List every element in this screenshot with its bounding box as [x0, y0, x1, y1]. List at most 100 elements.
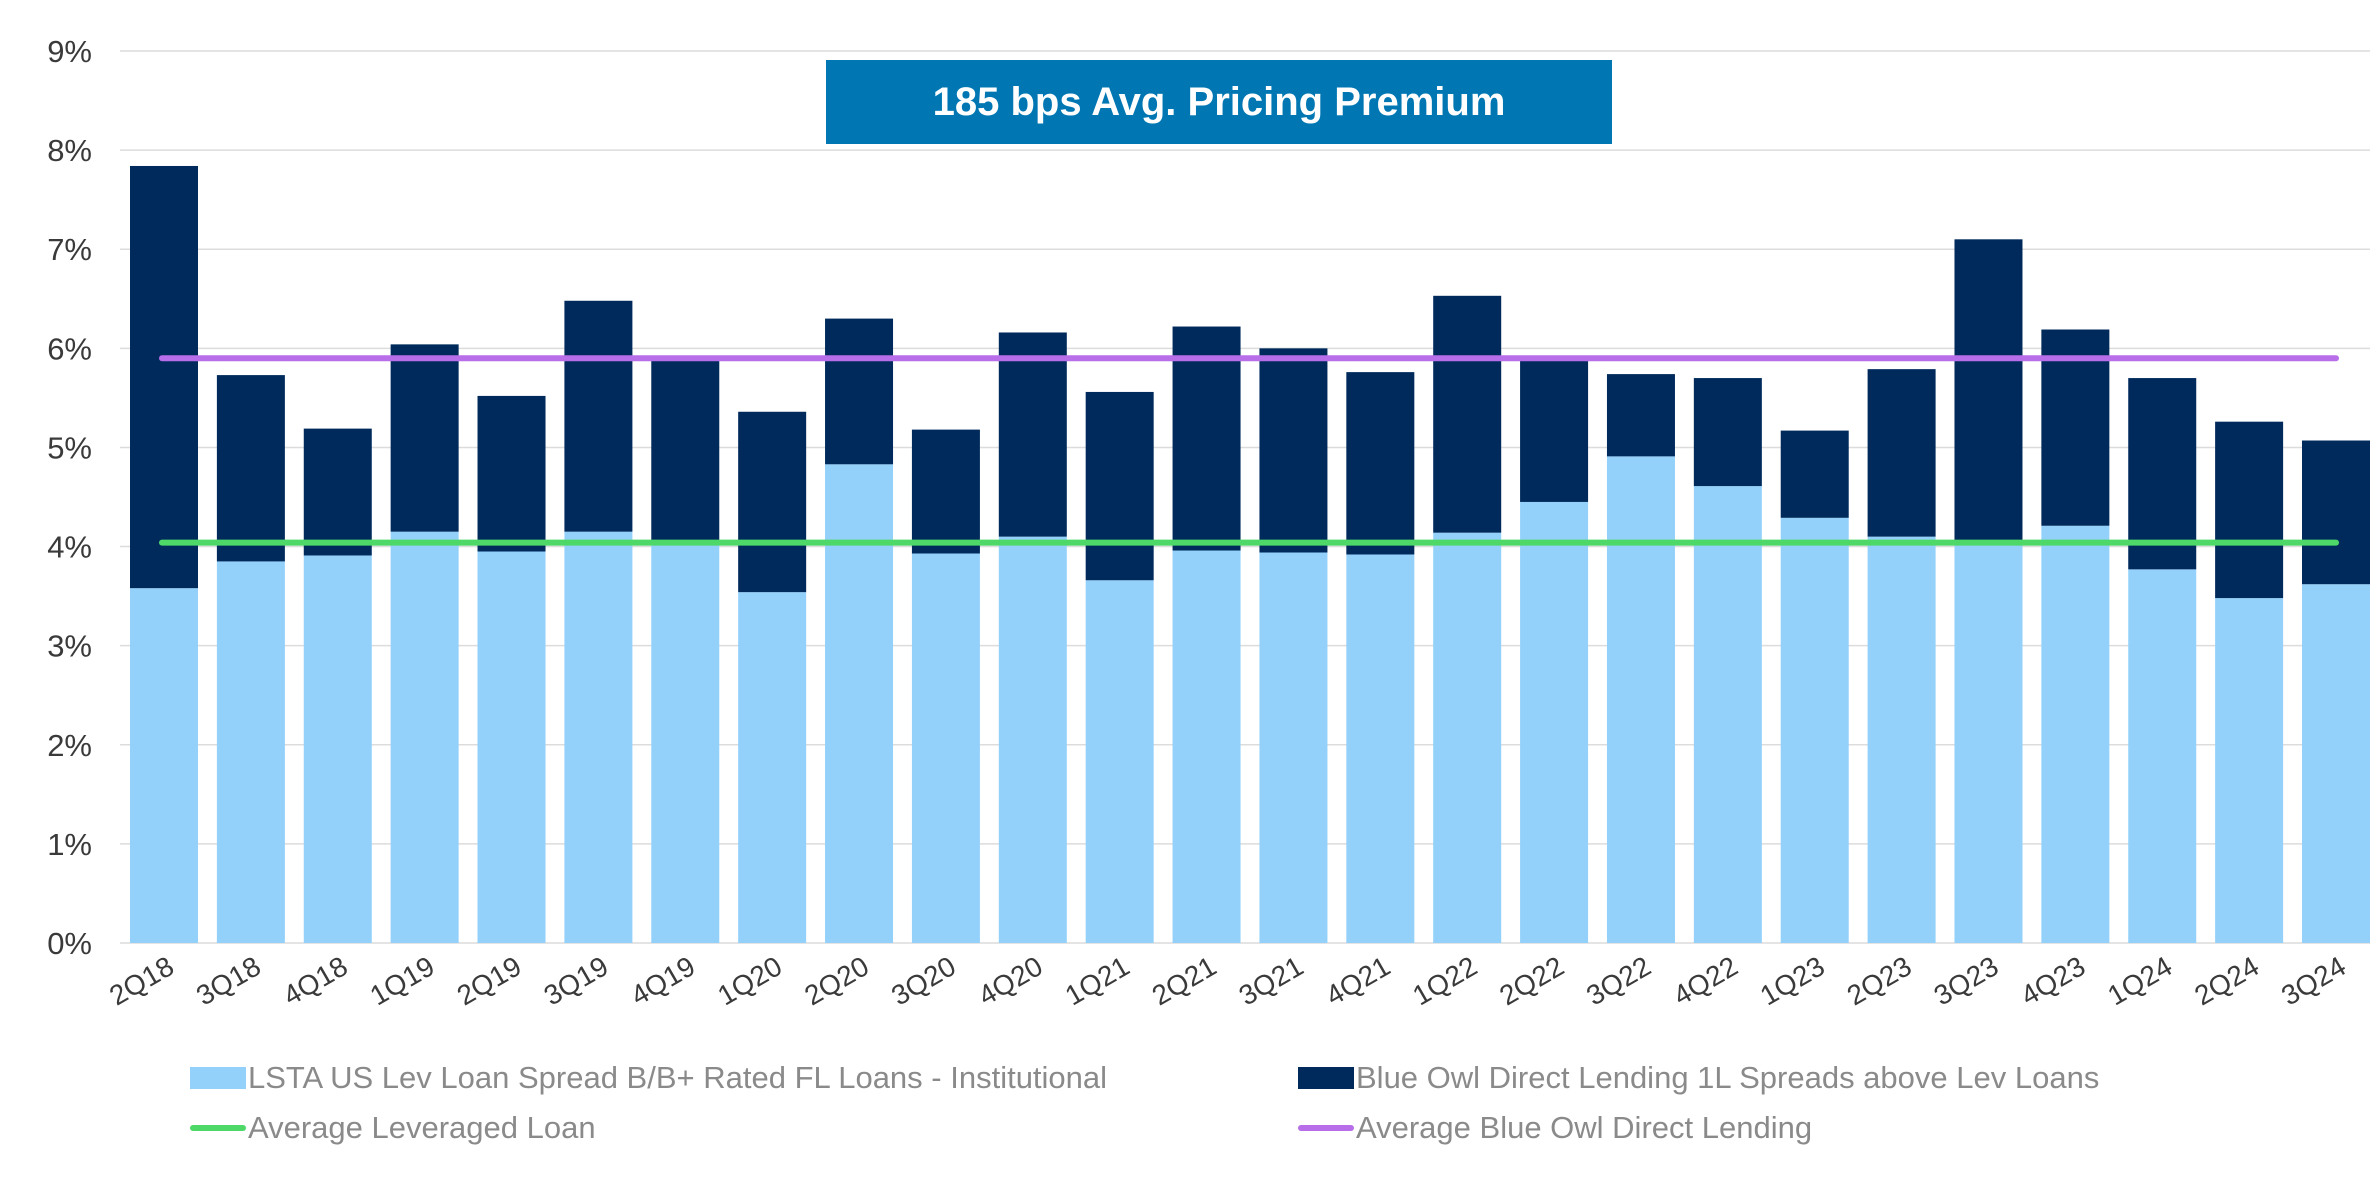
- bar-lsta-4q23: [2041, 525, 2110, 943]
- y-tick-label: 8%: [47, 133, 92, 168]
- bar-blue-owl-1q20: [738, 411, 807, 593]
- x-tick-label: 3Q21: [1234, 950, 1309, 1011]
- bar-blue-owl-1q21: [1085, 391, 1154, 581]
- bar-blue-owl-4q21: [1346, 372, 1415, 555]
- legend-item-avg-lev: Average Leveraged Loan: [190, 1110, 596, 1146]
- x-tick-label: 2Q18: [104, 950, 179, 1011]
- x-tick-label: 4Q21: [1320, 950, 1395, 1011]
- bar-lsta-3q24: [2302, 584, 2370, 943]
- bar-lsta-1q24: [2128, 569, 2197, 943]
- bar-blue-owl-3q23: [1954, 239, 2023, 542]
- x-tick-label: 3Q24: [2276, 950, 2351, 1011]
- y-tick-label: 9%: [47, 34, 92, 69]
- bar-lsta-2q19: [477, 551, 546, 943]
- bar-lsta-2q22: [1520, 501, 1589, 943]
- legend-item-lsta: LSTA US Lev Loan Spread B/B+ Rated FL Lo…: [190, 1060, 1107, 1096]
- bar-blue-owl-3q21: [1259, 348, 1328, 553]
- legend-label-lsta: LSTA US Lev Loan Spread B/B+ Rated FL Lo…: [248, 1060, 1108, 1095]
- bar-blue-owl-3q24: [2302, 440, 2370, 585]
- banner-text: 185 bps Avg. Pricing Premium: [932, 79, 1506, 124]
- bar-blue-owl-2q21: [1172, 326, 1241, 551]
- bar-blue-owl-2q20: [825, 318, 894, 465]
- bar-blue-owl-3q22: [1606, 374, 1675, 457]
- legend: LSTA US Lev Loan Spread B/B+ Rated FL Lo…: [190, 1060, 2340, 1170]
- x-tick-label: 1Q22: [1407, 950, 1482, 1011]
- bar-lsta-2q23: [1867, 536, 1936, 943]
- legend-swatch-avg-owl: [1298, 1125, 1354, 1131]
- x-tick-label: 3Q23: [1929, 950, 2004, 1011]
- x-tick-label: 1Q19: [365, 950, 440, 1011]
- bar-blue-owl-3q20: [911, 429, 980, 554]
- bar-lsta-1q20: [738, 592, 807, 943]
- average-lines: [159, 355, 2339, 546]
- y-tick-label: 7%: [47, 232, 92, 267]
- x-tick-label: 2Q23: [1842, 950, 1917, 1011]
- x-tick-label: 1Q23: [1755, 950, 1830, 1011]
- legend-swatch-avg-lev: [190, 1125, 246, 1131]
- bar-blue-owl-2q22: [1520, 359, 1589, 502]
- legend-item-avg-owl: Average Blue Owl Direct Lending: [1298, 1110, 1812, 1146]
- y-tick-label: 0%: [47, 926, 92, 961]
- bar-lsta-4q21: [1346, 554, 1415, 943]
- x-tick-label: 3Q22: [1581, 950, 1656, 1011]
- legend-label-avg-lev: Average Leveraged Loan: [248, 1110, 596, 1145]
- x-tick-label: 2Q20: [799, 950, 874, 1011]
- x-tick-label: 2Q21: [1147, 950, 1222, 1011]
- x-tick-label: 4Q20: [973, 950, 1048, 1011]
- bar-blue-owl-4q22: [1693, 378, 1762, 487]
- bar-lsta-1q21: [1085, 580, 1154, 943]
- bar-blue-owl-4q18: [303, 428, 372, 556]
- y-tick-label: 3%: [47, 629, 92, 664]
- bar-blue-owl-4q20: [998, 332, 1067, 537]
- y-tick-label: 2%: [47, 728, 92, 763]
- legend-swatch-blue-owl: [1298, 1067, 1354, 1089]
- bar-lsta-1q23: [1780, 517, 1849, 943]
- x-tick-label: 1Q21: [1060, 950, 1135, 1011]
- bar-lsta-3q20: [911, 553, 980, 943]
- bar-blue-owl-1q24: [2128, 378, 2197, 570]
- x-axis-ticks: 2Q18 3Q18 4Q18 1Q19 2Q19 3Q19 4Q19 1Q20 2Q20 3Q20…: [104, 950, 2351, 1011]
- bar-blue-owl-1q19: [390, 344, 459, 532]
- x-tick-label: 4Q22: [1668, 950, 1743, 1011]
- bar-lsta-2q20: [825, 464, 894, 943]
- x-tick-label: 4Q18: [278, 950, 353, 1011]
- bar-lsta-2q24: [2215, 598, 2284, 943]
- x-tick-label: 4Q23: [2016, 950, 2091, 1011]
- bar-lsta-3q22: [1606, 456, 1675, 943]
- bar-lsta-3q19: [564, 531, 633, 943]
- bar-lsta-4q18: [303, 555, 372, 943]
- bar-lsta-2q18: [130, 588, 198, 943]
- bar-lsta-1q19: [390, 531, 459, 943]
- y-axis-ticks: 0% 1% 2% 3% 4% 5% 6% 7% 8% 9%: [47, 34, 92, 961]
- bars: [130, 165, 2370, 943]
- legend-item-blue-owl: Blue Owl Direct Lending 1L Spreads above…: [1298, 1060, 2099, 1096]
- x-tick-label: 2Q19: [452, 950, 527, 1011]
- y-tick-label: 5%: [47, 430, 92, 465]
- legend-label-blue-owl: Blue Owl Direct Lending 1L Spreads above…: [1356, 1060, 2100, 1095]
- x-tick-label: 3Q19: [539, 950, 614, 1011]
- bar-blue-owl-4q23: [2041, 329, 2110, 526]
- bar-blue-owl-3q19: [564, 300, 633, 532]
- legend-swatch-lsta: [190, 1067, 246, 1089]
- x-tick-label: 1Q24: [2102, 950, 2177, 1011]
- bar-blue-owl-4q19: [651, 359, 720, 542]
- y-tick-label: 4%: [47, 530, 92, 565]
- x-tick-label: 2Q24: [2189, 950, 2264, 1011]
- bar-lsta-4q20: [998, 536, 1067, 943]
- bar-lsta-3q18: [216, 561, 285, 943]
- y-tick-label: 1%: [47, 827, 92, 862]
- bar-blue-owl-3q18: [216, 375, 285, 562]
- bar-blue-owl-2q19: [477, 395, 546, 552]
- bar-blue-owl-1q22: [1433, 295, 1502, 533]
- bar-lsta-4q22: [1693, 486, 1762, 943]
- pricing-premium-banner: 185 bps Avg. Pricing Premium: [826, 60, 1612, 144]
- bar-lsta-3q21: [1259, 552, 1328, 943]
- x-tick-label: 2Q22: [1494, 950, 1569, 1011]
- x-tick-label: 1Q20: [712, 950, 787, 1011]
- bar-blue-owl-1q23: [1780, 430, 1849, 518]
- y-tick-label: 6%: [47, 331, 92, 366]
- bar-blue-owl-2q24: [2215, 421, 2284, 599]
- bar-lsta-1q22: [1433, 532, 1502, 943]
- x-tick-label: 3Q18: [191, 950, 266, 1011]
